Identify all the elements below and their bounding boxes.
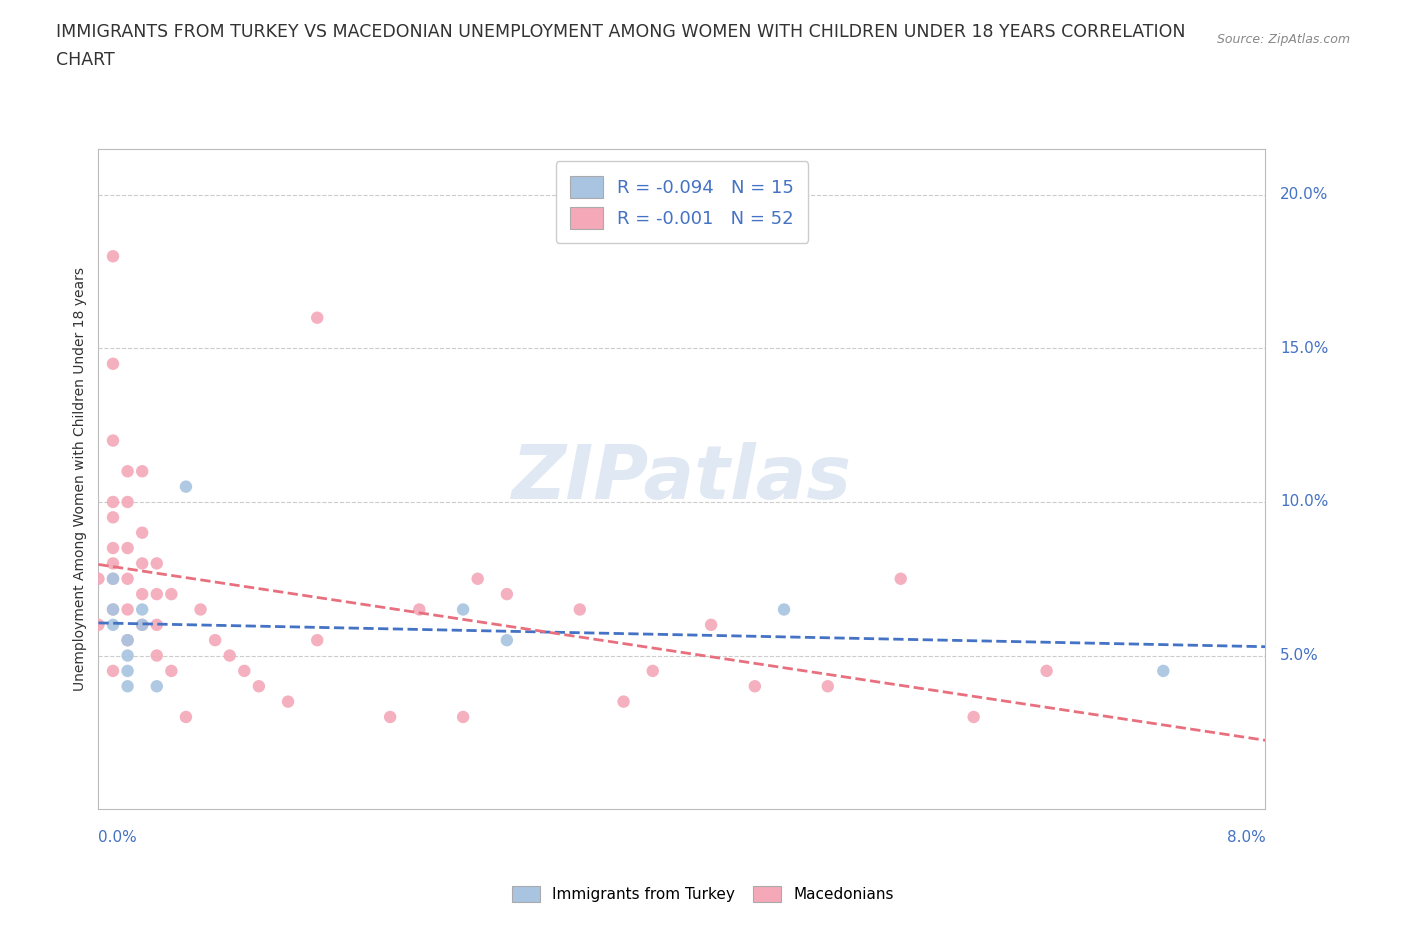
Text: ZIPatlas: ZIPatlas [512,443,852,515]
Point [1152,663,1174,678]
Legend: R = -0.094   N = 15, R = -0.001   N = 52: R = -0.094 N = 15, R = -0.001 N = 52 [555,161,808,243]
Point [117,540,139,555]
Point [1035,663,1057,678]
Point [101,510,124,525]
Point [117,495,139,510]
Point [117,571,139,586]
Point [160,663,183,678]
Text: Source: ZipAtlas.com: Source: ZipAtlas.com [1216,33,1350,46]
Point [87,571,110,586]
Point [101,356,124,371]
Point [131,602,153,617]
Point [233,663,256,678]
Point [496,587,519,602]
Point [101,556,124,571]
Point [174,710,197,724]
Point [131,525,153,540]
Legend: Immigrants from Turkey, Macedonians: Immigrants from Turkey, Macedonians [506,880,900,909]
Text: 15.0%: 15.0% [1279,341,1329,356]
Point [131,464,153,479]
Point [307,632,329,647]
Point [467,571,489,586]
Point [962,710,984,724]
Point [131,556,153,571]
Point [117,632,139,647]
Text: 10.0%: 10.0% [1279,495,1329,510]
Point [101,495,124,510]
Text: 5.0%: 5.0% [1279,648,1319,663]
Point [101,571,124,586]
Point [496,632,519,647]
Point [700,618,723,632]
Point [131,618,153,632]
Point [117,464,139,479]
Point [568,602,591,617]
Point [146,587,169,602]
Point [146,648,169,663]
Point [451,602,474,617]
Point [101,540,124,555]
Point [117,679,139,694]
Point [101,433,124,448]
Point [817,679,839,694]
Point [117,602,139,617]
Point [641,663,664,678]
Y-axis label: Unemployment Among Women with Children Under 18 years: Unemployment Among Women with Children U… [73,267,87,691]
Point [101,602,124,617]
Point [146,556,169,571]
Text: 0.0%: 0.0% [98,830,138,844]
Point [204,632,226,647]
Point [174,479,197,494]
Point [101,571,124,586]
Text: IMMIGRANTS FROM TURKEY VS MACEDONIAN UNEMPLOYMENT AMONG WOMEN WITH CHILDREN UNDE: IMMIGRANTS FROM TURKEY VS MACEDONIAN UNE… [56,23,1185,41]
Point [612,694,634,709]
Point [117,663,139,678]
Point [131,587,153,602]
Point [744,679,766,694]
Point [101,618,124,632]
Point [408,602,430,617]
Point [131,618,153,632]
Text: 20.0%: 20.0% [1279,187,1329,203]
Point [101,663,124,678]
Point [247,679,270,694]
Point [307,311,329,325]
Point [277,694,299,709]
Point [160,587,183,602]
Point [101,249,124,264]
Text: CHART: CHART [56,51,115,69]
Point [190,602,212,617]
Point [146,679,169,694]
Point [773,602,796,617]
Point [117,632,139,647]
Point [146,618,169,632]
Point [87,618,110,632]
Point [117,648,139,663]
Point [101,602,124,617]
Point [890,571,912,586]
Point [451,710,474,724]
Point [378,710,402,724]
Point [218,648,240,663]
Text: 8.0%: 8.0% [1226,830,1265,844]
